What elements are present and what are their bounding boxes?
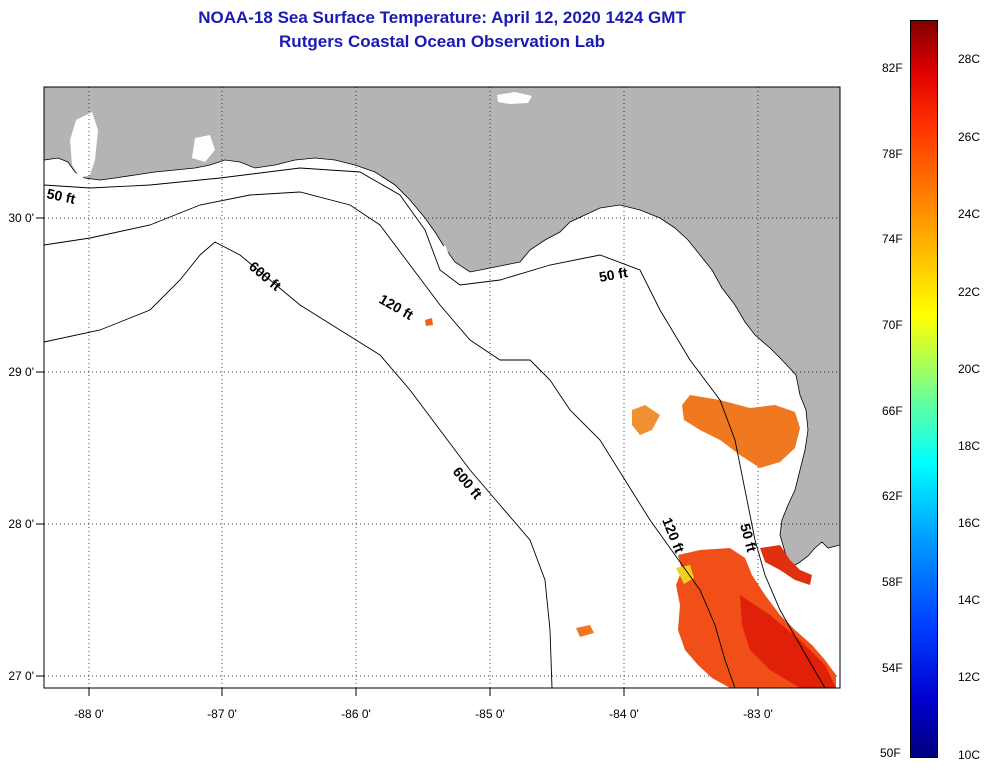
- colorbar-f-label: 74F: [882, 232, 903, 246]
- bay-west: [70, 112, 98, 178]
- map-subtitle: Rutgers Coastal Ocean Observation Lab: [279, 32, 605, 51]
- y-tick-label: 30 0': [8, 211, 34, 225]
- y-tick-label: 29 0': [8, 365, 34, 379]
- contour-label-50-south: 50 ft: [737, 522, 760, 554]
- colorbar-c-label: 10C: [958, 748, 981, 762]
- plot-frame: [43, 86, 841, 689]
- x-tick-label: -88 0': [74, 707, 104, 721]
- colorbar-c-label: 12C: [958, 670, 981, 684]
- sst-patch-south-yellow: [676, 565, 694, 584]
- x-tick-label: -84 0': [609, 707, 639, 721]
- colorbar-c-label: 16C: [958, 516, 981, 530]
- colorbar-f-label: 82F: [882, 61, 903, 75]
- colorbar-f-label: 58F: [882, 575, 903, 589]
- sst-patch-dot: [425, 318, 433, 326]
- colorbar-c-label: 18C: [958, 439, 981, 453]
- sst-patches: [425, 318, 836, 688]
- y-tick-label: 28 0': [8, 517, 34, 531]
- colorbar-f-label: 66F: [882, 404, 903, 418]
- bay-mobile: [192, 135, 215, 162]
- colorbar-c-label: 14C: [958, 593, 981, 607]
- colorbar-c-label: 28C: [958, 52, 981, 66]
- colorbar-c-label: 22C: [958, 285, 981, 299]
- contour-120ft: [43, 191, 736, 689]
- x-tick-label: -85 0': [475, 707, 505, 721]
- colorbar-f-label: 62F: [882, 489, 903, 503]
- sst-patch-coast: [760, 545, 812, 585]
- sst-patch-offshore: [576, 625, 594, 637]
- colorbar-c-label: 24C: [958, 207, 981, 221]
- contour-label-50-east: 50 ft: [598, 264, 629, 285]
- lake-north: [497, 92, 532, 104]
- land-mass: [43, 86, 841, 569]
- tick-marks: [36, 217, 759, 696]
- temperature-colorbar: [910, 20, 938, 758]
- contour-600ft: [43, 241, 553, 689]
- colorbar-f-label: 50F: [880, 746, 901, 760]
- colorbar-f-label: 70F: [882, 318, 903, 332]
- y-tick-label: 27 0': [8, 669, 34, 683]
- colorbar-f-label: 78F: [882, 147, 903, 161]
- sst-patch-east-small: [632, 405, 660, 435]
- colorbar-c-label: 26C: [958, 130, 981, 144]
- bay-apalachicola: [430, 245, 452, 272]
- x-tick-label: -83 0': [743, 707, 773, 721]
- depth-contours: [43, 167, 826, 689]
- colorbar-f-label: 54F: [882, 661, 903, 675]
- x-tick-label: -86 0': [341, 707, 371, 721]
- contour-label-50-west: 50 ft: [45, 185, 77, 207]
- map-title: NOAA-18 Sea Surface Temperature: April 1…: [198, 8, 686, 27]
- colorbar-c-label: 20C: [958, 362, 981, 376]
- x-tick-label: -87 0': [207, 707, 237, 721]
- contour-50ft: [43, 167, 826, 689]
- sst-patch-east: [682, 395, 800, 468]
